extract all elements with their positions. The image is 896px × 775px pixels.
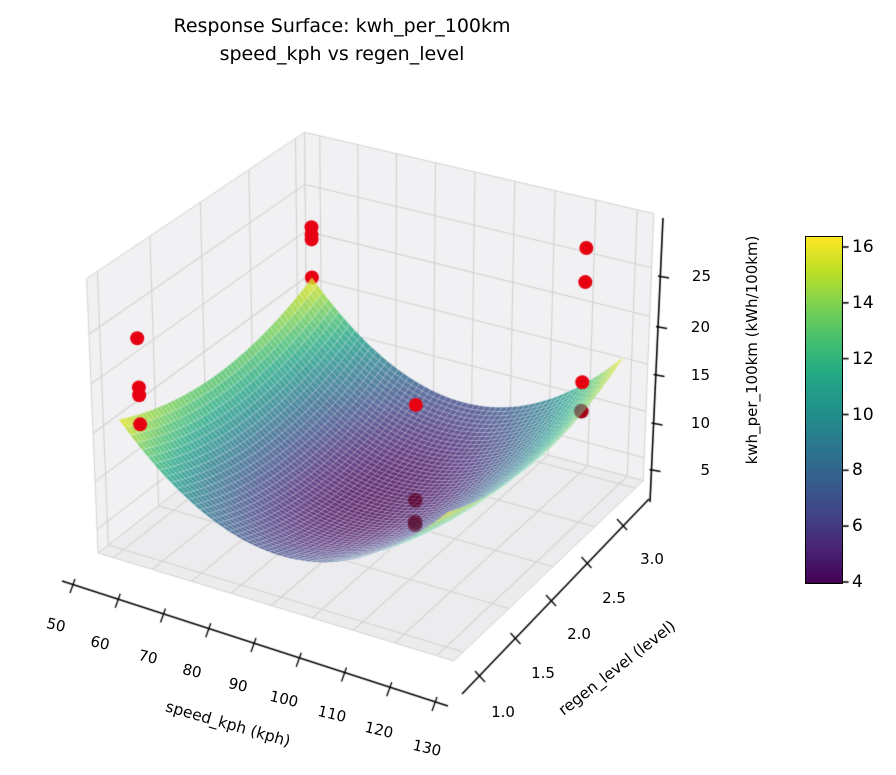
z-axis-label: kwh_per_100km (kWh/100km) (743, 235, 761, 465)
colorbar-tick-label-6: 6 (852, 516, 863, 537)
z-tick-label-20: 20 (690, 318, 710, 336)
z-tick-label-5: 5 (700, 461, 710, 479)
y-tick-label-2.0: 2.0 (567, 625, 591, 643)
z-tick-label-10: 10 (690, 414, 710, 432)
plot-title-line1: Response Surface: kwh_per_100km (173, 15, 511, 37)
colorbar-tick-label-8: 8 (852, 460, 863, 481)
plot-title-line2: speed_kph vs regen_level (219, 43, 465, 65)
y-tick-label-3.0: 3.0 (640, 550, 664, 568)
y-tick-label-1.5: 1.5 (531, 664, 555, 682)
colorbar-tick-label-16: 16 (852, 237, 874, 257)
colorbar-tick-label-14: 14 (852, 292, 874, 313)
z-tick-label-25: 25 (691, 267, 711, 285)
y-tick-label-2.5: 2.5 (602, 589, 626, 607)
y-tick-label-1.0: 1.0 (491, 703, 515, 721)
colorbar-tick-label-10: 10 (852, 404, 874, 425)
colorbar-tick-label-12: 12 (852, 348, 874, 369)
colorbar-tick-label-4: 4 (852, 572, 863, 592)
plot-title: Response Surface: kwh_per_100km speed_kp… (92, 12, 592, 68)
z-tick-label-15: 15 (690, 366, 710, 384)
